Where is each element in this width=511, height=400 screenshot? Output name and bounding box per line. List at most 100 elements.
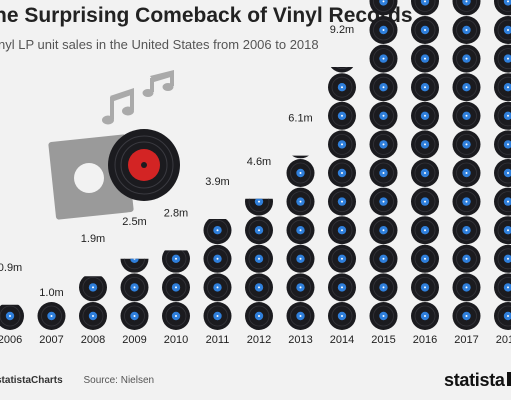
statista-charts-link[interactable]: statistaCharts	[0, 375, 63, 386]
record-2011-1	[203, 302, 232, 330]
bar-2013	[286, 155, 315, 330]
x-tick-label-2006: 2006	[0, 334, 22, 346]
record-player-illustration	[48, 70, 180, 220]
record-2017-9	[452, 73, 481, 102]
vinyl-disc-icon	[108, 129, 180, 201]
record-2017-5	[452, 187, 481, 216]
record-2017-3	[452, 244, 481, 273]
x-tick-label-2016: 2016	[413, 334, 437, 346]
record-2013-1	[286, 302, 315, 330]
record-2012-2	[245, 273, 273, 302]
record-2016-11	[411, 16, 439, 44]
bar-2010	[162, 250, 190, 330]
record-2018-12	[494, 0, 511, 16]
value-labels-layer: 0.9m1.0m1.9m2.5m2.8m3.9m4.6m6.1m9.2m11.9…	[0, 24, 354, 299]
record-2014-8	[328, 101, 356, 130]
x-tick-label-2012: 2012	[247, 334, 271, 346]
record-2016-7	[411, 130, 439, 159]
record-2013-3	[286, 244, 315, 273]
bar-2008	[79, 276, 107, 330]
record-2017-11	[452, 16, 481, 44]
record-2012-3	[245, 244, 273, 273]
record-2017-4	[452, 216, 481, 245]
value-label-2009: 2.5m	[122, 216, 146, 228]
statista-logo-mark-icon	[507, 372, 511, 386]
x-tick-label-2011: 2011	[206, 334, 230, 346]
x-tick-label-2009: 2009	[122, 334, 146, 346]
record-2014-7	[328, 130, 356, 159]
record-2010-1	[162, 302, 190, 330]
record-2018-6	[494, 159, 511, 187]
record-2018-5	[494, 187, 511, 216]
x-tick-label-2018: 2018	[496, 334, 511, 346]
bar-2014	[328, 67, 356, 330]
value-label-2013: 6.1m	[288, 113, 312, 125]
record-2018-2	[494, 273, 511, 302]
record-2016-3	[411, 244, 439, 273]
record-2014-1	[328, 302, 356, 330]
record-2016-6	[411, 159, 439, 187]
record-2006-1	[0, 304, 24, 330]
record-2007-1	[37, 302, 66, 330]
record-2018-8	[494, 101, 511, 130]
record-2014-2	[328, 273, 356, 302]
record-2015-6	[369, 159, 398, 187]
bar-2017	[452, 0, 481, 330]
bar-2018	[494, 0, 511, 330]
value-label-2014: 9.2m	[330, 24, 354, 36]
source-label: Source: Nielsen	[83, 375, 155, 386]
record-2011-3	[203, 244, 232, 273]
record-2016-9	[411, 73, 439, 102]
record-2009-3	[120, 258, 149, 273]
record-2013-4	[286, 216, 315, 245]
bar-2015	[369, 0, 398, 330]
x-tick-label-2015: 2015	[371, 334, 395, 346]
record-2016-12	[411, 0, 439, 16]
record-2009-2	[120, 273, 149, 302]
record-2018-7	[494, 130, 511, 159]
x-tick-labels-layer: 2006 2007 2008 2009 2010 2011 2012 2013 2014 2015…	[0, 334, 511, 346]
record-2016-10	[411, 44, 439, 73]
record-2014-6	[328, 159, 356, 187]
record-2017-7	[452, 130, 481, 159]
record-2014-10	[330, 67, 354, 73]
value-label-2006: 0.9m	[0, 262, 22, 274]
statista-logo[interactable]: statista	[444, 370, 505, 390]
record-2015-9	[369, 73, 398, 102]
bar-2006	[0, 304, 24, 330]
record-2015-1	[369, 302, 398, 330]
record-2017-1	[452, 302, 481, 330]
record-2015-5	[369, 187, 398, 216]
chart-title: he Surprising Comeback of Vinyl Records	[0, 4, 413, 27]
x-tick-label-2008: 2008	[81, 334, 105, 346]
value-label-2010: 2.8m	[164, 207, 188, 219]
bar-2009	[120, 258, 149, 330]
record-2014-3	[328, 244, 356, 273]
record-2010-3	[162, 250, 190, 273]
x-tick-label-2010: 2010	[164, 334, 188, 346]
x-tick-label-2013: 2013	[288, 334, 312, 346]
record-2014-4	[328, 216, 356, 245]
x-tick-label-2014: 2014	[330, 334, 354, 346]
bar-2007	[37, 302, 66, 330]
record-2013-6	[286, 159, 315, 187]
record-2018-9	[494, 73, 511, 102]
record-2018-10	[494, 44, 511, 73]
record-2015-12	[369, 0, 398, 16]
record-2015-7	[369, 130, 398, 159]
bar-2011	[203, 219, 232, 330]
record-2010-2	[162, 273, 190, 302]
x-tick-label-2007: 2007	[39, 334, 63, 346]
record-2013-5	[286, 187, 315, 216]
record-2017-12	[452, 0, 481, 16]
record-2016-2	[411, 273, 439, 302]
record-2017-2	[452, 273, 481, 302]
record-2014-5	[328, 187, 356, 216]
record-2018-11	[494, 16, 511, 44]
footer-left: statistaCharts Source: Nielsen	[0, 375, 154, 386]
record-2015-3	[369, 244, 398, 273]
chart-subtitle: nyl LP unit sales in the United States f…	[0, 37, 319, 52]
record-2015-2	[369, 273, 398, 302]
record-2009-1	[120, 302, 149, 330]
